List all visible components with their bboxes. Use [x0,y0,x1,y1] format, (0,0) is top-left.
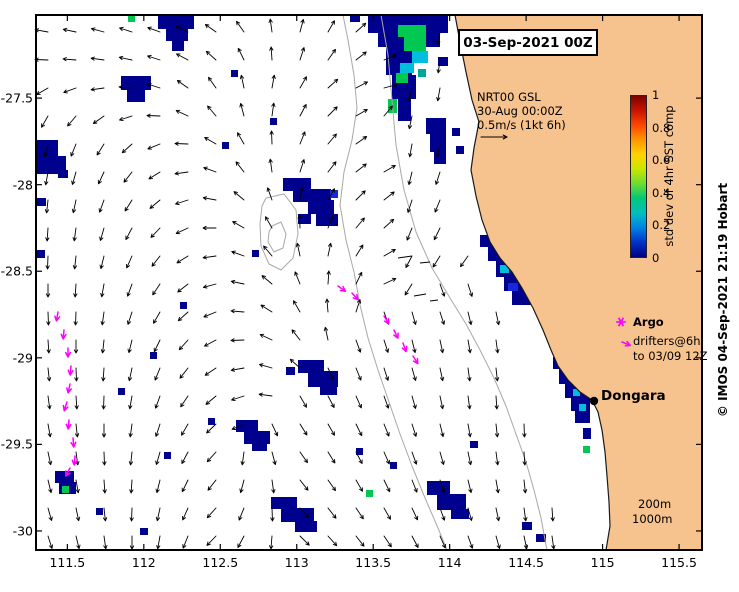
credit-text: © IMOS 04-Sep-2021 21:19 Hobart [716,182,730,418]
colorbar-tick-label: 1 [652,88,660,102]
x-axis-tick-label: 114.5 [508,555,545,570]
colorbar-tick-label: 0.8 [652,120,671,135]
x-axis-tick-label: 113.5 [355,555,392,570]
x-axis-tick-label: 111.5 [49,555,86,570]
city-marker-dongara [589,396,599,406]
y-axis-tick-label: -28 [12,177,33,193]
y-axis-tick-label: -30 [12,523,33,539]
y-axis-tick-label: -29.5 [0,436,33,452]
forecast-time: 30-Aug 00:00Z [477,104,563,118]
colorbar-tick-label: 0.4 [652,185,671,200]
depth-label-1000m: 1000m [632,512,673,526]
date-title: 03-Sep-2021 00Z [463,34,593,51]
x-axis-tick-label: 112.5 [202,555,239,570]
vector-scale-label: 0.5m/s (1kt 6h) [477,118,566,132]
date-title-box: 03-Sep-2021 00Z [458,29,598,56]
x-axis-tick-label: 115.5 [661,555,697,570]
y-axis-tick-label: -27.5 [0,90,33,106]
legend-drifters-label: drifters@6h [633,334,701,348]
colorbar [630,95,647,258]
colorbar-tick-label: 0.2 [652,218,671,233]
x-axis-tick-label: 113 [284,555,309,570]
sst-stddev-patches [36,15,591,542]
legend-argo-label: Argo [633,315,664,329]
axes-frame-and-ticks [35,14,703,551]
colorbar-tick-label: 0 [652,251,660,265]
depth-label-200m: 200m [638,497,672,511]
bathymetry-contours [259,14,548,551]
x-axis-tick-label: 114 [437,555,462,570]
contour-dash-marks [397,255,439,302]
drifter-arrows [54,285,632,477]
x-axis-tick-label: 112 [131,555,156,570]
colorbar-tick-label: 0.6 [652,153,671,168]
y-axis-tick-label: -29 [12,350,33,366]
colorbar-axis-label: std dev of 4hr SST comp [662,105,676,247]
y-axis-tick-label: -28.5 [0,263,33,279]
legend-drifters-date-label: to 03/09 12Z [633,349,708,363]
x-axis-tick-label: 115 [590,555,615,570]
model-name: NRT00 GSL [477,90,541,104]
place-label-dongara: Dongara [601,388,666,404]
argo-star-marker [616,317,626,327]
vector-scale-arrow [480,134,508,140]
forecast-note: NRT00 GSL 30-Aug 00:00Z 0.5m/s (1kt 6h) [477,90,566,132]
